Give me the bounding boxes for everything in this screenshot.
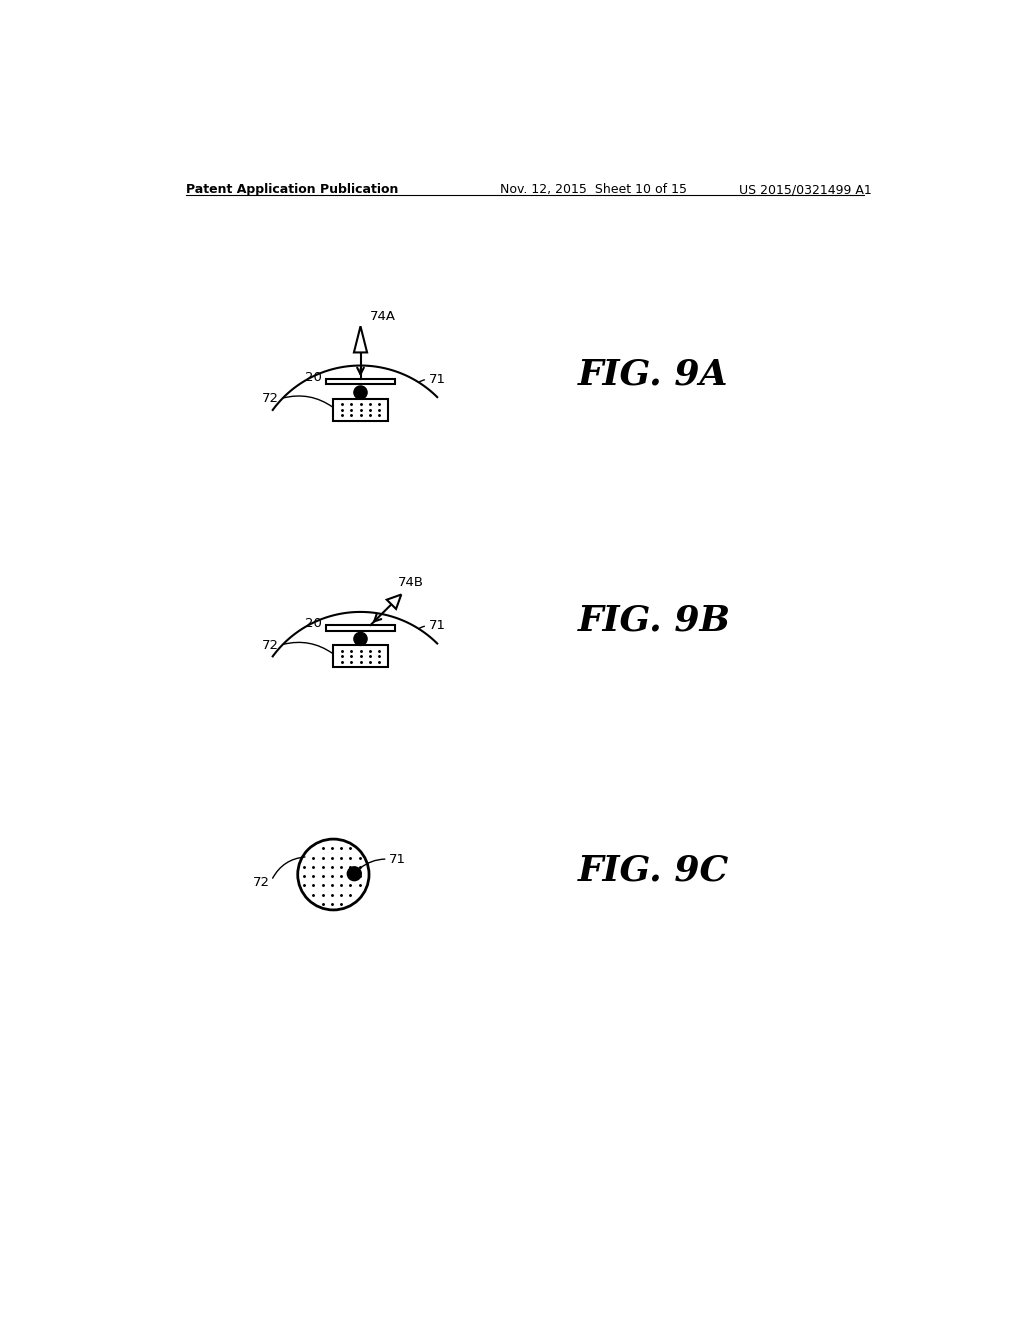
Text: 20: 20 (305, 616, 322, 630)
Text: 72: 72 (262, 639, 280, 652)
Circle shape (354, 632, 367, 645)
Text: 72: 72 (253, 875, 270, 888)
Text: Patent Application Publication: Patent Application Publication (186, 183, 398, 197)
Text: FIG. 9C: FIG. 9C (578, 854, 729, 887)
Text: 71: 71 (429, 372, 445, 385)
Text: FIG. 9A: FIG. 9A (578, 356, 728, 391)
Text: 71: 71 (389, 853, 407, 866)
Text: 74B: 74B (397, 576, 424, 589)
Polygon shape (387, 594, 401, 609)
Text: 72: 72 (262, 392, 280, 405)
Bar (334, 645, 388, 667)
Circle shape (347, 867, 361, 880)
Text: 20: 20 (305, 371, 322, 384)
Text: 71: 71 (429, 619, 445, 632)
Polygon shape (354, 326, 367, 352)
Circle shape (298, 840, 369, 909)
Bar (326, 626, 395, 631)
Circle shape (354, 385, 367, 399)
Bar (326, 379, 395, 384)
Text: US 2015/0321499 A1: US 2015/0321499 A1 (739, 183, 872, 197)
Bar (334, 399, 388, 421)
Text: FIG. 9B: FIG. 9B (578, 603, 730, 638)
Text: Nov. 12, 2015  Sheet 10 of 15: Nov. 12, 2015 Sheet 10 of 15 (500, 183, 687, 197)
Text: 74A: 74A (370, 310, 396, 323)
